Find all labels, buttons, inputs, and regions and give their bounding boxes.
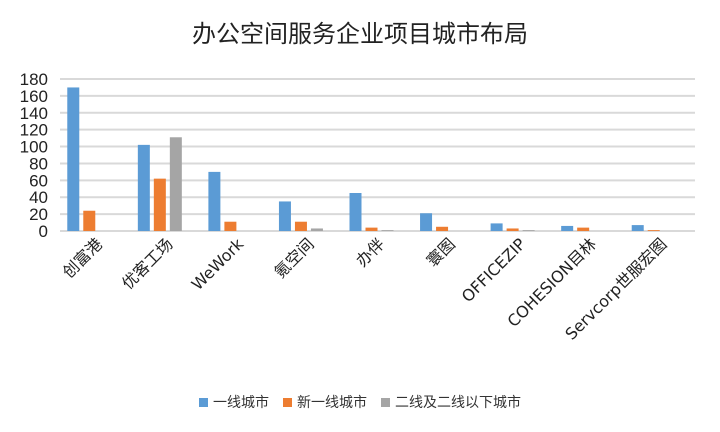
y-tick-label: 80 [29,154,48,173]
bar [381,230,394,231]
y-tick-label: 60 [29,171,48,190]
legend-swatch [381,397,390,407]
x-tick-label: WeWork [188,234,248,294]
y-tick-label: 40 [29,188,48,207]
y-tick-label: 160 [20,87,48,106]
bar [647,230,660,231]
bar [349,193,362,231]
bar [224,221,237,231]
bar [436,226,449,231]
bar [490,223,503,231]
chart-title: 办公空间服务企业项目城市布局 [192,20,528,48]
bar [153,178,166,231]
legend-swatch [283,397,292,407]
bar [83,210,96,231]
legend-swatch [199,397,208,407]
bar [278,201,291,231]
bar [506,228,519,231]
y-tick-label: 120 [20,121,48,140]
bar [294,221,307,231]
x-tick-label: 创富港 [59,234,106,281]
bar [365,227,378,231]
bar [169,137,182,231]
bar [631,225,644,231]
bar [137,144,150,231]
y-tick-label: 180 [20,70,48,89]
bar [577,227,590,231]
y-tick-label: 0 [39,222,48,241]
legend: 一线城市 新一线城市 二线及二线以下城市 [0,392,720,412]
x-tick-label: 办伴 [352,234,388,270]
x-tick-label: OFFICEZIP [458,234,530,306]
legend-label: 二线及二线以下城市 [395,395,521,411]
bar [208,171,221,231]
y-tick-label: 100 [20,138,48,157]
y-tick-label: 140 [20,104,48,123]
bar [420,213,433,231]
bar [310,228,323,231]
legend-label: 一线城市 [213,395,269,411]
bar [522,230,535,231]
legend-item: 一线城市 [199,392,269,412]
bar [561,225,574,231]
legend-label: 新一线城市 [297,395,367,411]
legend-item: 二线及二线以下城市 [381,392,521,412]
legend-item: 新一线城市 [283,392,367,412]
y-tick-label: 20 [29,205,48,224]
x-tick-label: 寰图 [423,234,459,270]
bar [67,87,80,231]
x-tick-label: 优客工场 [118,234,177,293]
x-tick-label: 氪空间 [270,234,317,281]
